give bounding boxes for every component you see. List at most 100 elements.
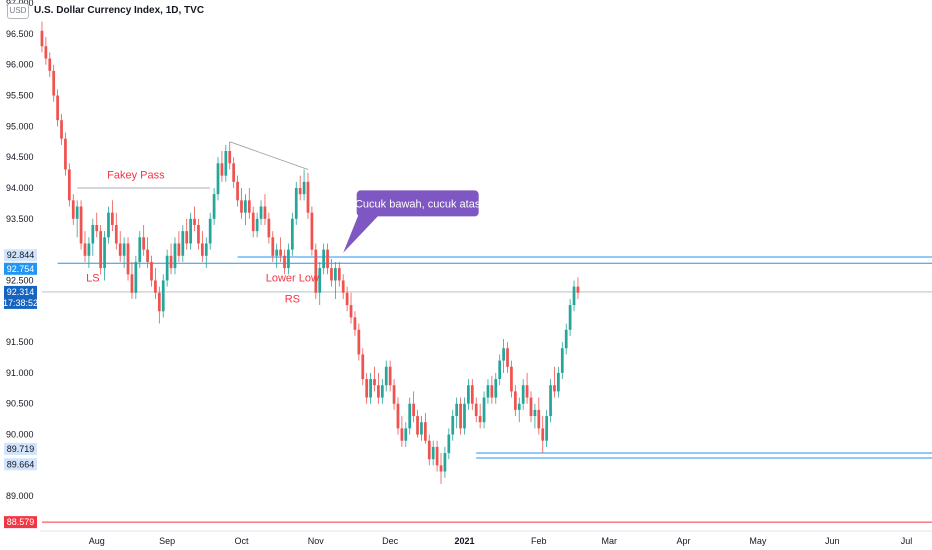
- candle[interactable]: [236, 175, 239, 207]
- candle[interactable]: [431, 440, 435, 466]
- candle[interactable]: [361, 348, 365, 386]
- candle[interactable]: [255, 212, 259, 238]
- candle[interactable]: [467, 379, 470, 410]
- candle[interactable]: [474, 397, 478, 423]
- candle[interactable]: [130, 261, 134, 299]
- candle[interactable]: [384, 360, 388, 392]
- candle[interactable]: [271, 231, 275, 262]
- candle[interactable]: [560, 342, 564, 380]
- candle[interactable]: [420, 416, 423, 441]
- candle[interactable]: [60, 114, 63, 145]
- candle[interactable]: [443, 446, 447, 478]
- candle[interactable]: [404, 422, 408, 447]
- candle[interactable]: [146, 237, 149, 269]
- candle[interactable]: [306, 172, 310, 219]
- candle[interactable]: [400, 416, 404, 447]
- candle[interactable]: [193, 206, 196, 232]
- candle[interactable]: [154, 268, 157, 299]
- candle[interactable]: [169, 243, 173, 275]
- candle[interactable]: [294, 181, 298, 225]
- candle[interactable]: [572, 280, 576, 312]
- candle[interactable]: [537, 397, 541, 435]
- candle[interactable]: [521, 379, 525, 410]
- candle[interactable]: [510, 360, 513, 398]
- candle[interactable]: [564, 323, 568, 355]
- candle[interactable]: [517, 397, 521, 423]
- candle[interactable]: [353, 311, 357, 336]
- candle[interactable]: [486, 379, 490, 404]
- candle[interactable]: [181, 224, 185, 262]
- candle[interactable]: [545, 409, 549, 447]
- candle[interactable]: [122, 237, 126, 269]
- candle[interactable]: [318, 261, 322, 306]
- candle[interactable]: [377, 372, 380, 404]
- candle[interactable]: [208, 212, 212, 250]
- candle[interactable]: [52, 64, 56, 102]
- candle[interactable]: [451, 409, 455, 441]
- candle[interactable]: [322, 243, 326, 275]
- candle[interactable]: [251, 206, 255, 238]
- candle[interactable]: [416, 409, 419, 438]
- candle[interactable]: [228, 141, 232, 170]
- candle[interactable]: [290, 212, 294, 256]
- candle[interactable]: [482, 391, 486, 429]
- candle[interactable]: [83, 231, 87, 262]
- candle[interactable]: [373, 366, 376, 392]
- candle[interactable]: [279, 237, 282, 262]
- candle[interactable]: [259, 200, 263, 225]
- candle[interactable]: [263, 194, 267, 225]
- candle[interactable]: [232, 157, 236, 188]
- candle[interactable]: [79, 200, 83, 250]
- candle[interactable]: [75, 200, 79, 238]
- candle[interactable]: [173, 237, 177, 275]
- candle[interactable]: [197, 218, 200, 250]
- candle[interactable]: [95, 212, 99, 238]
- candle[interactable]: [244, 194, 247, 225]
- candle[interactable]: [455, 397, 459, 429]
- candle[interactable]: [216, 157, 220, 201]
- candle[interactable]: [48, 52, 52, 78]
- candle[interactable]: [165, 249, 169, 287]
- candle[interactable]: [107, 206, 110, 244]
- candle[interactable]: [392, 379, 396, 410]
- candle[interactable]: [502, 339, 505, 373]
- candle[interactable]: [71, 194, 75, 225]
- currency-badge[interactable]: USD: [7, 3, 29, 19]
- candle[interactable]: [408, 397, 412, 435]
- candle[interactable]: [310, 206, 314, 256]
- candle[interactable]: [549, 379, 552, 423]
- candle[interactable]: [533, 403, 537, 429]
- candle[interactable]: [470, 379, 474, 410]
- candle[interactable]: [490, 375, 494, 404]
- candle[interactable]: [506, 342, 509, 373]
- candle[interactable]: [388, 360, 392, 392]
- candle[interactable]: [134, 255, 138, 299]
- candle[interactable]: [298, 175, 302, 201]
- candle[interactable]: [118, 231, 122, 262]
- candle[interactable]: [267, 212, 271, 244]
- candle[interactable]: [138, 231, 142, 269]
- candle[interactable]: [200, 231, 204, 262]
- candle[interactable]: [212, 187, 216, 225]
- candle[interactable]: [513, 385, 517, 417]
- candle[interactable]: [396, 397, 400, 435]
- candle[interactable]: [67, 163, 71, 207]
- candle[interactable]: [365, 372, 369, 404]
- candle[interactable]: [240, 187, 243, 219]
- candle[interactable]: [337, 261, 341, 287]
- candle[interactable]: [341, 274, 345, 299]
- candle[interactable]: [345, 286, 349, 312]
- candle[interactable]: [224, 144, 228, 182]
- candle[interactable]: [64, 132, 67, 176]
- candle[interactable]: [576, 277, 580, 299]
- candle[interactable]: [447, 428, 451, 460]
- candle[interactable]: [56, 89, 59, 127]
- candle[interactable]: [161, 274, 165, 318]
- candle[interactable]: [330, 258, 333, 287]
- candle[interactable]: [498, 354, 502, 386]
- candle[interactable]: [525, 372, 529, 404]
- candle[interactable]: [40, 21, 44, 53]
- candle[interactable]: [380, 379, 384, 404]
- candle[interactable]: [99, 224, 103, 275]
- candle[interactable]: [44, 36, 48, 65]
